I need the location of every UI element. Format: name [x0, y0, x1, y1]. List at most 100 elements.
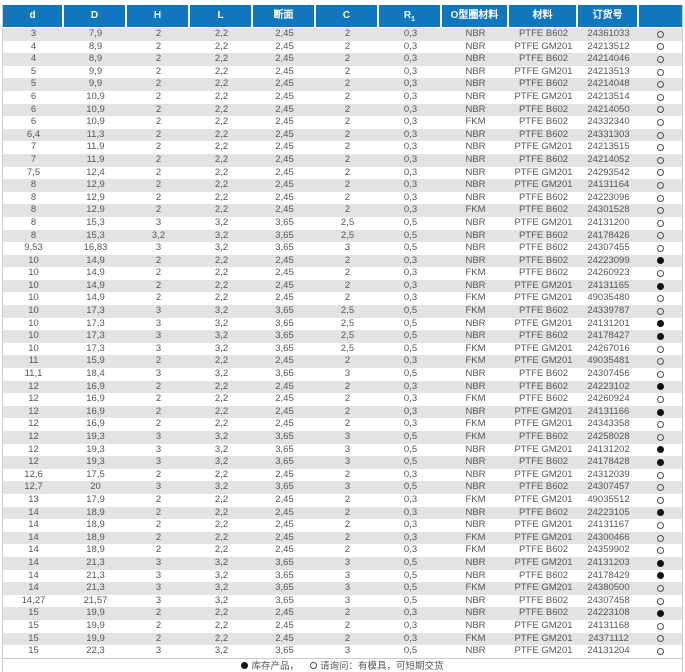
- cell-D: 16,9: [86, 418, 105, 430]
- header-R1: R1: [379, 5, 442, 27]
- cell-oring_material: NBR: [465, 90, 486, 102]
- cell-H: 2: [155, 279, 162, 291]
- cell-H: 2: [155, 519, 162, 531]
- status-cell: [639, 557, 682, 570]
- cell-material: PTFE GM201: [514, 405, 573, 417]
- table-row: 6,4 11,3 2 2,2 2,45 2 0,3 NBR PTFE B602 24331303: [3, 128, 682, 142]
- status-cell: [639, 343, 682, 356]
- cell-C: 2: [344, 153, 351, 165]
- table-row: 5 9,9 2 2,2 2,45 2 0,3 NBR PTFE B602 24214048: [3, 78, 682, 91]
- cell-material: PTFE GM201: [514, 632, 573, 644]
- cell-material: PTFE B602: [518, 267, 569, 279]
- cell-material: PTFE B602: [518, 254, 569, 266]
- cell-material: PTFE B602: [518, 116, 569, 128]
- cell-H: 3: [155, 242, 162, 254]
- cell-D: 10,9: [86, 116, 105, 128]
- cell-H: 2: [155, 292, 162, 304]
- cell-material: PTFE B602: [518, 481, 569, 493]
- status-cell: [639, 192, 682, 205]
- product-table: d D H L 断面 C R1 O型圈材料 材料 订货号 3 7,9 2 2,2 2,45 2 0,3 NBR P…: [2, 5, 683, 672]
- filled-circle-icon: [657, 333, 664, 341]
- cell-material: PTFE B602: [518, 380, 569, 392]
- cell-order_no: 24307455: [587, 242, 630, 254]
- status-cell: [639, 544, 682, 557]
- cell-C: 2: [344, 393, 351, 405]
- cell-order_no: 24380500: [587, 582, 630, 594]
- cell-C: 2,5: [340, 229, 355, 241]
- cell-d: 13: [28, 493, 39, 505]
- cell-material: PTFE B602: [518, 204, 569, 216]
- cell-material: PTFE GM201: [514, 443, 573, 455]
- status-cell: [639, 280, 682, 293]
- cell-D: 18,9: [86, 544, 105, 556]
- cell-L: 2,2: [214, 292, 229, 304]
- status-cell: [639, 620, 682, 633]
- cell-oring_material: NBR: [465, 607, 486, 619]
- cell-D: 14,9: [86, 254, 105, 266]
- cell-C: 2: [344, 607, 351, 619]
- open-circle-icon: [657, 597, 664, 605]
- table-row: 5 9,9 2 2,2 2,45 2 0,3 NBR PTFE GM201 24213513: [3, 65, 682, 79]
- cell-H: 3: [155, 317, 162, 329]
- cell-section: 2,45: [275, 116, 294, 128]
- filled-circle-icon: [657, 610, 664, 618]
- cell-order_no: 24131202: [587, 443, 630, 455]
- cell-material: PTFE GM201: [514, 556, 573, 568]
- open-circle-icon: [657, 118, 664, 126]
- cell-oring_material: FKM: [465, 493, 486, 505]
- cell-L: 2,2: [214, 506, 229, 518]
- cell-section: 2,45: [275, 468, 294, 480]
- cell-H: 2: [155, 493, 162, 505]
- table-row: 12 16,9 2 2,2 2,45 2 0,3 FKM PTFE GM201 24343358: [3, 418, 682, 431]
- cell-C: 2: [344, 292, 351, 304]
- cell-L: 2,2: [214, 153, 229, 165]
- open-circle-icon: [657, 521, 664, 529]
- cell-H: 2: [155, 179, 162, 191]
- cell-H: 3: [155, 582, 162, 594]
- cell-section: 2,45: [275, 179, 294, 191]
- status-cell: [639, 607, 682, 620]
- table-header: d D H L 断面 C R1 O型圈材料 材料 订货号: [3, 5, 682, 27]
- cell-R1: 0,3: [403, 141, 418, 153]
- table-row: 15 19,9 2 2,2 2,45 2 0,3 FKM PTFE GM201 24371112: [3, 632, 682, 646]
- cell-H: 2: [155, 380, 162, 392]
- cell-oring_material: FKM: [465, 393, 486, 405]
- cell-R1: 0,5: [403, 330, 418, 342]
- filled-circle-icon: [657, 446, 664, 454]
- cell-R1: 0,3: [403, 28, 418, 39]
- cell-section: 3,65: [275, 342, 294, 354]
- cell-section: 2,45: [275, 267, 294, 279]
- cell-C: 2,5: [340, 216, 355, 228]
- cell-R1: 0,3: [403, 619, 418, 631]
- cell-D: 8,9: [88, 40, 103, 52]
- cell-material: PTFE B602: [518, 153, 569, 165]
- cell-d: 14: [28, 582, 39, 594]
- cell-oring_material: FKM: [465, 431, 486, 442]
- open-circle-icon: [657, 232, 664, 240]
- status-cell: [639, 53, 682, 66]
- cell-R1: 0,5: [403, 242, 418, 254]
- cell-C: 3: [344, 556, 351, 568]
- cell-order_no: 24307457: [587, 481, 630, 493]
- cell-d: 6: [30, 116, 37, 128]
- cell-section: 2,45: [275, 544, 294, 556]
- cell-C: 3: [344, 456, 351, 468]
- status-cell: [639, 355, 682, 368]
- cell-R1: 0,3: [403, 292, 418, 304]
- filled-circle-icon: [657, 320, 664, 328]
- filled-circle-icon: [657, 282, 664, 290]
- cell-d: 8: [30, 216, 37, 228]
- cell-material: PTFE GM201: [514, 40, 573, 52]
- cell-L: 2,2: [214, 254, 229, 266]
- open-circle-icon: [657, 194, 664, 202]
- cell-L: 3,2: [214, 330, 229, 342]
- status-cell: [639, 179, 682, 192]
- cell-d: 7,5: [26, 166, 41, 178]
- cell-d: 3: [30, 28, 37, 39]
- table-row: 11 15,9 2 2,2 2,45 2 0,3 FKM PTFE GM201 49035481: [3, 355, 682, 369]
- cell-d: 10: [28, 267, 39, 279]
- cell-d: 10: [28, 342, 39, 354]
- cell-order_no: 24331303: [587, 128, 630, 140]
- cell-C: 2: [344, 267, 351, 279]
- cell-R1: 0,5: [403, 317, 418, 329]
